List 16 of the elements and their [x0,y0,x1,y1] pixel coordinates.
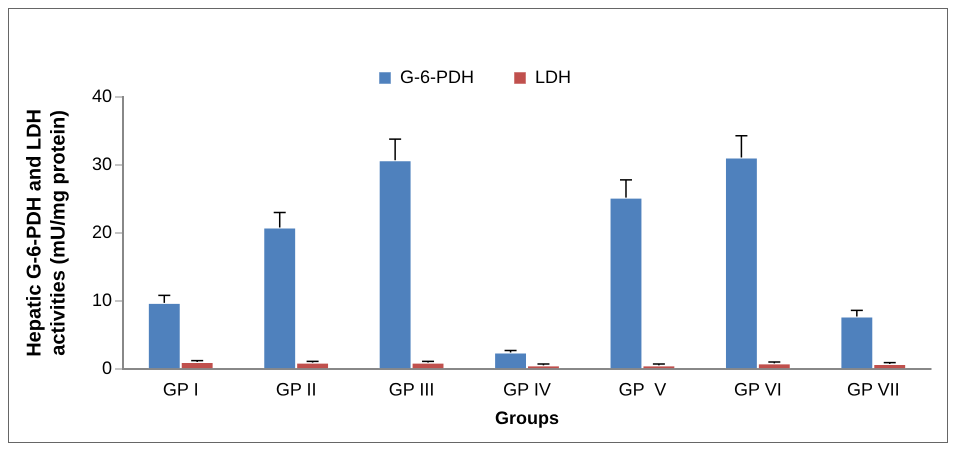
x-tick-label: GP VI [734,380,782,400]
legend-label: LDH [535,66,572,87]
x-axis-title: Groups [495,408,560,428]
y-tick-label: 20 [92,222,112,242]
x-tick-label: GP VII [846,380,900,400]
x-tick-label: GP I [162,380,199,400]
x-tick-label: GP IV [503,380,551,400]
y-tick-label: 0 [102,358,112,378]
legend-label: G-6-PDH [400,66,474,87]
y-tick-label: 30 [92,154,112,174]
y-axis-title: Hepatic G-6-PDH and LDH activities (mU/mg protein) [24,108,70,357]
x-tick-label: GP III [388,380,434,400]
x-tick-label: GP II [276,380,317,400]
x-tick-label: GP V [618,380,666,400]
y-tick-label: 10 [92,290,112,310]
y-tick-label: 40 [92,86,112,106]
